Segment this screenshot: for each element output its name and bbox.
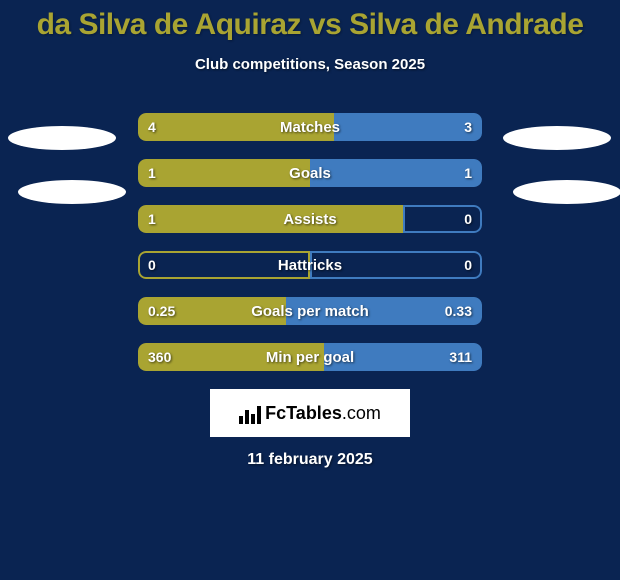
stat-bar: 10Assists [138, 205, 482, 233]
stat-value-left: 1 [148, 205, 156, 233]
right-avatar-2 [513, 180, 620, 204]
stat-bar: 43Matches [138, 113, 482, 141]
page-title: da Silva de Aquiraz vs Silva de Andrade [0, 0, 620, 42]
stat-bar: 360311Min per goal [138, 343, 482, 371]
watermark-icon [239, 402, 261, 424]
container: da Silva de Aquiraz vs Silva de Andrade … [0, 0, 620, 580]
left-avatar-1 [8, 126, 116, 150]
stat-bar-right [334, 113, 482, 141]
stat-value-left: 0 [148, 251, 156, 279]
stat-value-right: 0 [464, 205, 472, 233]
stat-value-left: 0.25 [148, 297, 175, 325]
stat-value-right: 3 [464, 113, 472, 141]
stat-value-right: 0.33 [445, 297, 472, 325]
subtitle: Club competitions, Season 2025 [0, 56, 620, 73]
stat-bar: 0.250.33Goals per match [138, 297, 482, 325]
stat-value-left: 360 [148, 343, 171, 371]
stat-value-right: 1 [464, 159, 472, 187]
stat-value-right: 311 [449, 343, 472, 371]
stat-bar-left [138, 251, 310, 279]
stat-value-left: 1 [148, 159, 156, 187]
stat-value-left: 4 [148, 113, 156, 141]
date-label: 11 february 2025 [0, 451, 620, 469]
right-avatar-1 [503, 126, 611, 150]
stat-bar: 11Goals [138, 159, 482, 187]
stat-bar: 00Hattricks [138, 251, 482, 279]
stat-bar-left [138, 113, 334, 141]
stat-bar-right [310, 251, 482, 279]
watermark: FcTables.com [210, 389, 410, 437]
left-avatar-2 [18, 180, 126, 204]
stat-value-right: 0 [464, 251, 472, 279]
watermark-text: FcTables.com [265, 403, 381, 424]
stat-bar-left [138, 205, 403, 233]
stat-bars: 43Matches11Goals10Assists00Hattricks0.25… [0, 113, 620, 371]
stat-bar-left [138, 159, 310, 187]
stat-bar-right [310, 159, 482, 187]
